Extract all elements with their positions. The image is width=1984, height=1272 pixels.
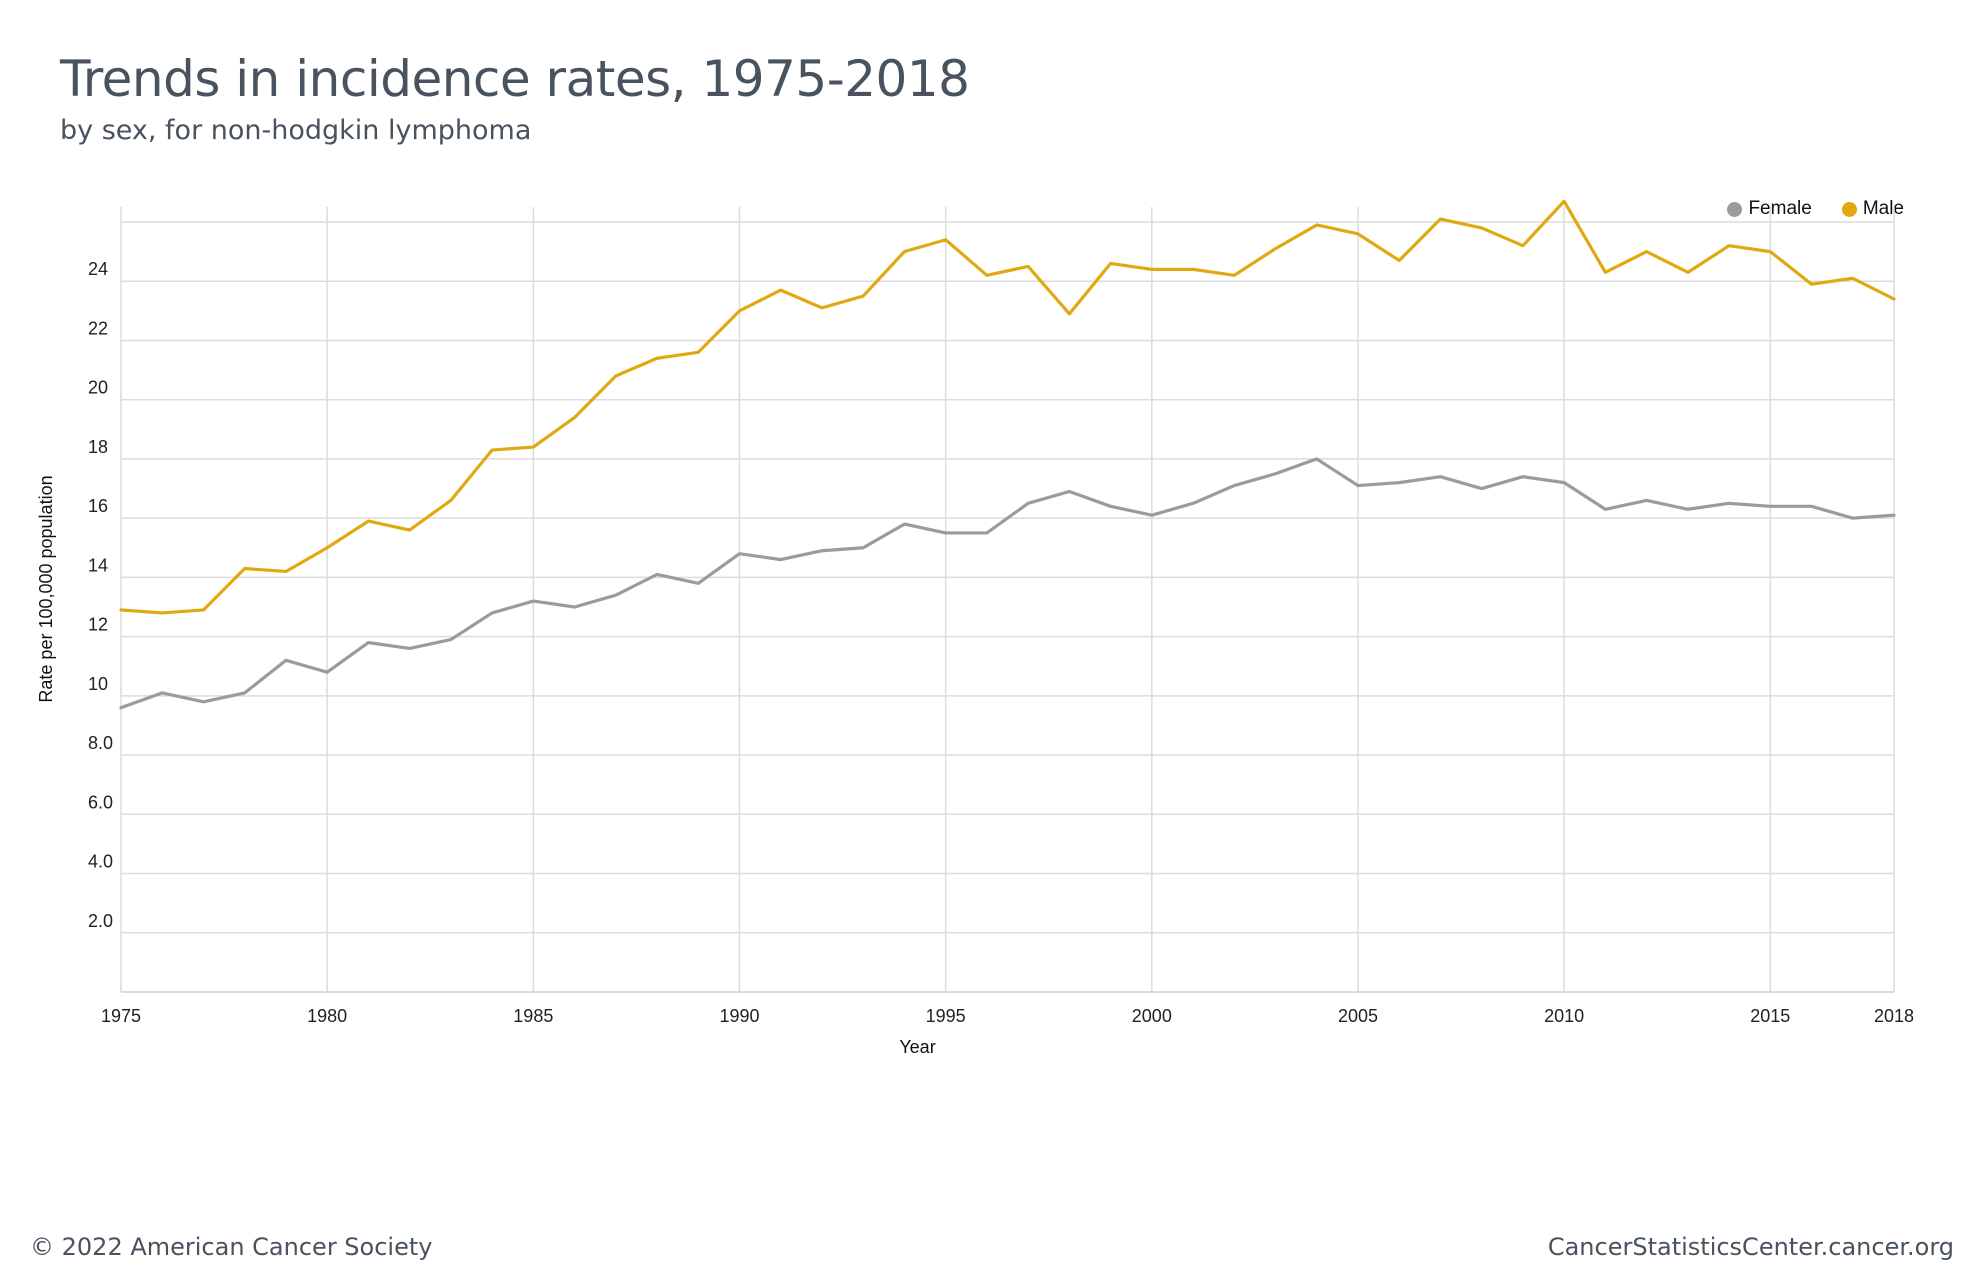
chart-axis-labels: 2.0 4.0 6.0 8.0 10 12 14 16 18 20 22 24 1975 1980 1985… xyxy=(36,259,1914,1057)
copyright-text: © 2022 American Cancer Society xyxy=(30,1233,433,1261)
series-line-male xyxy=(119,199,1896,615)
legend-swatch-female xyxy=(1727,201,1743,217)
legend-item-female[interactable]: Female xyxy=(1727,198,1812,220)
y-tick-label: 4.0 xyxy=(88,852,113,872)
x-axis-title: Year xyxy=(899,1037,935,1057)
y-axis-title: Rate per 100,000 population xyxy=(36,475,56,702)
chart-subtitle: by sex, for non-hodgkin lymphoma xyxy=(60,115,532,146)
y-tick-label: 10 xyxy=(88,674,108,694)
x-tick-label: 1995 xyxy=(926,1006,966,1026)
x-tick-label: 1980 xyxy=(307,1006,347,1026)
x-tick-label: 2018 xyxy=(1874,1006,1914,1026)
x-tick-label: 1990 xyxy=(719,1006,759,1026)
y-tick-label: 6.0 xyxy=(88,792,113,812)
x-tick-label: 1975 xyxy=(101,1006,141,1026)
x-tick-label: 2015 xyxy=(1750,1006,1790,1026)
y-tick-label: 16 xyxy=(88,496,108,516)
x-tick-label: 2000 xyxy=(1132,1006,1172,1026)
chart-series xyxy=(119,199,1896,710)
x-tick-label: 2010 xyxy=(1544,1006,1584,1026)
y-tick-label: 20 xyxy=(88,378,108,398)
y-tick-label: 18 xyxy=(88,437,108,457)
x-tick-label: 1985 xyxy=(513,1006,553,1026)
source-link[interactable]: CancerStatisticsCenter.cancer.org xyxy=(1547,1233,1954,1261)
y-tick-label: 2.0 xyxy=(88,911,113,931)
y-tick-label: 24 xyxy=(88,259,108,279)
x-tick-label: 2005 xyxy=(1338,1006,1378,1026)
y-tick-label: 14 xyxy=(88,555,108,575)
y-tick-label: 8.0 xyxy=(88,733,113,753)
y-tick-label: 22 xyxy=(88,318,108,338)
y-tick-label: 12 xyxy=(88,615,108,635)
chart-title: Trends in incidence rates, 1975-2018 xyxy=(60,50,970,108)
series-line-female xyxy=(119,457,1896,710)
legend-label-female: Female xyxy=(1748,198,1812,219)
legend-swatch-male xyxy=(1841,201,1857,217)
chart-grid xyxy=(120,207,1895,993)
